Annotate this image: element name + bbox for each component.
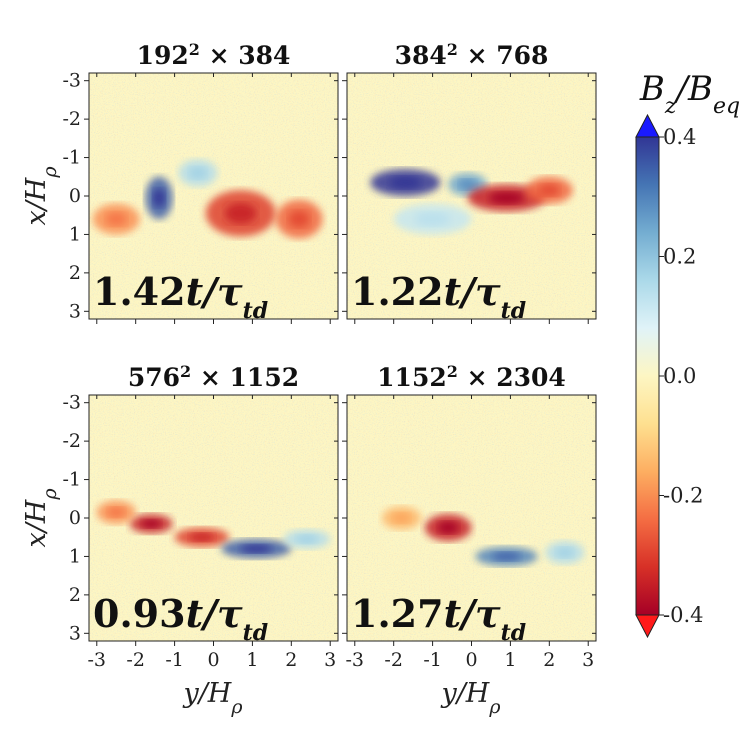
colorbar-extend-min xyxy=(635,614,660,639)
y-tick-label: 3 xyxy=(69,300,81,322)
heatmap-field xyxy=(89,395,338,641)
colorbar-label: Bz/Beq xyxy=(639,69,740,119)
heatmap-field xyxy=(89,73,338,319)
y-tick-label: 0 xyxy=(69,507,81,529)
x-tick-label: -2 xyxy=(384,649,403,671)
colorbar-tick-label: 0.0 xyxy=(663,364,696,388)
field-structure-core xyxy=(224,202,257,224)
y-tick-label: -3 xyxy=(62,392,81,414)
x-tick-label: 1 xyxy=(246,649,258,671)
colorbar-tick-label: -0.4 xyxy=(663,603,704,627)
time-label: 1.27t/τtd xyxy=(351,591,526,646)
colorbar-tick-label: 0.2 xyxy=(663,245,696,269)
y-tick-label: 2 xyxy=(69,262,81,284)
field-structure-core xyxy=(489,191,525,204)
panel-4: 11522 × 2304 1.27t/τtd -3 -2 -1 0 1 2 3 xyxy=(342,362,597,671)
field-structure-core xyxy=(141,519,161,529)
panel-2: 3842 × 768 1.22t/τtd xyxy=(342,40,597,324)
field-structure-core xyxy=(105,212,127,226)
heatmap-field xyxy=(347,395,596,641)
x-tick-label: -1 xyxy=(165,649,184,671)
y-tick-label: 0 xyxy=(69,185,81,207)
x-tick-label: 3 xyxy=(324,649,336,671)
y-tick-label: -2 xyxy=(62,108,81,130)
field-structure-core xyxy=(288,210,310,228)
colorbar-tick-label: -0.2 xyxy=(663,484,704,508)
turbulence-noise-red xyxy=(89,73,338,319)
x-tick-label: -3 xyxy=(88,649,107,671)
y-axis-label: x/Hρ xyxy=(21,488,61,548)
x-tick-label: 0 xyxy=(207,649,219,671)
x-axis-label: y/Hρ xyxy=(182,678,243,718)
colorbar: 0.4 0.2 0.0 -0.2 -0.4 Bz/Beq xyxy=(635,69,740,639)
field-structure-core xyxy=(107,507,125,518)
field-structure-core xyxy=(458,179,477,190)
y-tick-label: 1 xyxy=(69,545,81,567)
time-label: 1.42t/τtd xyxy=(93,269,268,324)
y-tick-label: -3 xyxy=(62,70,81,92)
time-label: 0.93t/τtd xyxy=(93,591,268,646)
field-structure-core xyxy=(556,547,574,558)
y-tick-label: 1 xyxy=(69,223,81,245)
time-label: 1.22t/τtd xyxy=(351,269,526,324)
x-tick-label: -1 xyxy=(423,649,442,671)
field-structure-core xyxy=(392,512,411,524)
x-tick-label: -2 xyxy=(126,649,145,671)
x-axis-label: y/Hρ xyxy=(440,678,501,718)
x-tick-label: 1 xyxy=(504,649,516,671)
panel-1: 1922 × 384 1.42t/τtd -3 -2 -1 0 1 2 3 xyxy=(62,40,339,324)
field-structure-core xyxy=(389,176,422,189)
x-tick-label: 0 xyxy=(465,649,477,671)
field-structure-core xyxy=(538,184,560,197)
field-structure-core xyxy=(296,534,318,544)
y-tick-label: 3 xyxy=(69,622,81,644)
field-structure-core xyxy=(240,544,273,554)
colorbar-tick-label: 0.4 xyxy=(663,125,696,149)
panel-3: 5762 × 1152 0.93t/τtd -3 -2 -1 0 1 2 3 -3 -2 -1 0 1 2 3 xyxy=(62,362,339,671)
panel-title: 1922 × 384 xyxy=(137,40,291,71)
y-tick-label: -1 xyxy=(62,469,81,491)
x-tick-label: 3 xyxy=(582,649,594,671)
colorbar-gradient xyxy=(635,136,660,616)
field-structure-core xyxy=(152,188,166,208)
x-tick-label: 2 xyxy=(543,649,555,671)
x-tick-label: 2 xyxy=(285,649,297,671)
panel-title: 11522 × 2304 xyxy=(377,362,566,393)
heatmap-field xyxy=(347,73,596,319)
y-tick-label: -2 xyxy=(62,430,81,452)
field-structure-core xyxy=(415,212,451,226)
field-structure-core xyxy=(437,521,459,534)
panel-title: 5762 × 1152 xyxy=(128,362,299,393)
y-tick-label: 2 xyxy=(69,584,81,606)
field-structure-core xyxy=(492,552,521,561)
x-tick-label: -3 xyxy=(346,649,365,671)
y-tick-label: -1 xyxy=(62,147,81,169)
panel-title: 3842 × 768 xyxy=(395,40,549,71)
field-structure-core xyxy=(189,532,215,542)
y-axis-label: x/Hρ xyxy=(21,166,61,226)
colorbar-extend-max xyxy=(635,113,660,138)
field-structure-core xyxy=(189,166,207,179)
